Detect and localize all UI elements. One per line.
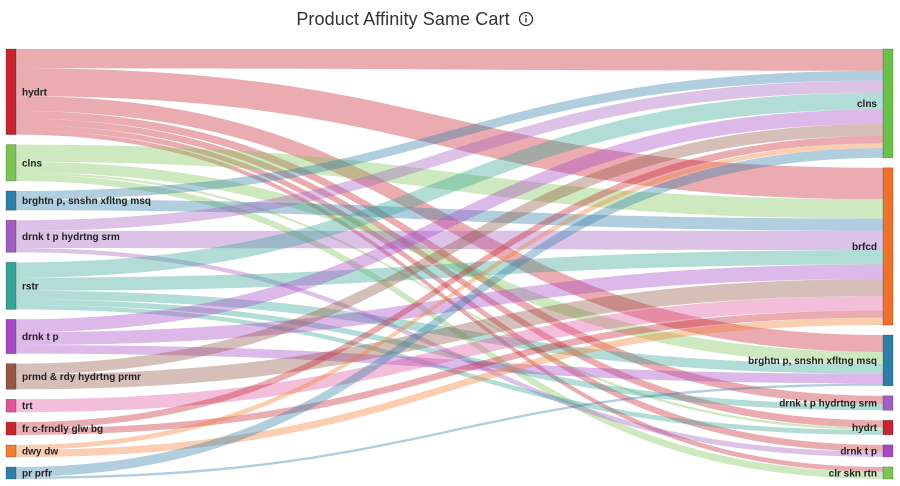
target-label-t_clr: clr skn rtn: [829, 468, 877, 479]
info-circle-icon[interactable]: [518, 11, 534, 27]
source-node-s_prmd[interactable]: [5, 363, 17, 390]
sankey-link[interactable]: [16, 310, 883, 435]
sankey-link[interactable]: [16, 111, 883, 405]
source-node-s_pr[interactable]: [5, 466, 17, 480]
source-node-s_rstr[interactable]: [5, 262, 17, 310]
source-node-s_clns[interactable]: [5, 144, 17, 182]
sankey-link[interactable]: [16, 68, 883, 200]
sankey-link[interactable]: [16, 118, 883, 428]
sankey-link[interactable]: [16, 383, 883, 479]
target-node-t_drnk_tp[interactable]: [882, 444, 894, 458]
target-node-t_brghtn[interactable]: [882, 334, 894, 387]
source-label-s_dwy: dwy dw: [22, 447, 58, 458]
sankey-link[interactable]: [16, 124, 883, 452]
sankey-link[interactable]: [16, 248, 883, 457]
source-label-s_pr: pr prfr: [22, 469, 52, 480]
sankey-link[interactable]: [16, 345, 883, 384]
sankey-link[interactable]: [16, 279, 883, 390]
sankey-link[interactable]: [16, 109, 883, 333]
source-node-s_fr[interactable]: [5, 421, 17, 436]
sankey-link[interactable]: [16, 264, 883, 346]
sankey-link[interactable]: [16, 305, 883, 435]
sankey-link[interactable]: [16, 230, 883, 251]
source-label-s_hydrt: hydrt: [22, 87, 48, 98]
source-node-s_dwy[interactable]: [5, 444, 17, 458]
source-label-s_prmd: prmd & rdy hydrtng prmr: [22, 372, 141, 383]
source-label-s_fr: fr c-frndly glw bg: [22, 424, 103, 435]
sankey-link[interactable]: [16, 295, 883, 413]
source-node-s_drnk_tp[interactable]: [5, 319, 17, 354]
sankey-link[interactable]: [16, 299, 883, 411]
source-node-s_hydrt[interactable]: [5, 48, 17, 135]
nodes-layer: [5, 48, 894, 480]
target-node-t_clns[interactable]: [882, 48, 894, 159]
sankey-link[interactable]: [16, 172, 883, 430]
sankey-link[interactable]: [16, 148, 883, 477]
source-node-s_drnk_srm[interactable]: [5, 219, 17, 253]
source-node-s_trt[interactable]: [5, 399, 17, 413]
target-label-t_hydrt: hydrt: [852, 423, 878, 434]
sankey-link[interactable]: [16, 143, 883, 450]
sankey-link[interactable]: [16, 96, 883, 352]
sankey-link[interactable]: [16, 317, 883, 457]
target-node-t_drnk_srm[interactable]: [882, 395, 894, 411]
target-node-t_hydrt[interactable]: [882, 420, 894, 436]
source-label-s_drnk_srm: drnk t p hydrtng srm: [22, 232, 120, 243]
sankey-link[interactable]: [16, 144, 883, 219]
target-label-t_clns: clns: [857, 99, 877, 110]
sankey-link[interactable]: [16, 136, 883, 429]
chart-title: Product Affinity Same Cart: [296, 8, 510, 29]
target-node-t_brfcd[interactable]: [882, 167, 894, 326]
links-layer: [16, 49, 883, 480]
source-label-s_rstr: rstr: [22, 281, 39, 292]
source-label-s_clns: clns: [22, 158, 42, 169]
target-label-t_brfcd: brfcd: [852, 242, 877, 253]
sankey-link[interactable]: [16, 199, 883, 231]
source-label-s_drnk_tp: drnk t p: [22, 332, 59, 343]
sankey-link[interactable]: [16, 70, 883, 200]
target-label-t_drnk_srm: drnk t p hydrtng srm: [779, 399, 877, 410]
source-label-s_trt: trt: [22, 401, 33, 412]
target-label-t_drnk_tp: drnk t p: [840, 446, 877, 457]
source-node-s_brghtn[interactable]: [5, 190, 17, 211]
labels-layer: hydrt clns brghtn p, snshn xfltng msq drnk …: [22, 87, 878, 479]
target-label-t_brghtn: brghtn p, snshn xfltng msq: [748, 356, 877, 367]
sankey-link[interactable]: [16, 290, 883, 374]
sankey-link[interactable]: [16, 92, 883, 278]
source-label-s_brghtn: brghtn p, snshn xfltng msq: [22, 196, 151, 207]
sankey-link[interactable]: [16, 130, 883, 472]
sankey-link[interactable]: [16, 161, 883, 365]
sankey-link[interactable]: [16, 123, 883, 375]
sankey-link[interactable]: [16, 250, 883, 291]
sankey-link[interactable]: [16, 174, 883, 480]
chart-title-row: Product Affinity Same Cart: [0, 6, 830, 32]
sankey-link[interactable]: [16, 49, 883, 71]
target-node-t_clr[interactable]: [882, 466, 894, 480]
sankey-link[interactable]: [16, 80, 883, 231]
